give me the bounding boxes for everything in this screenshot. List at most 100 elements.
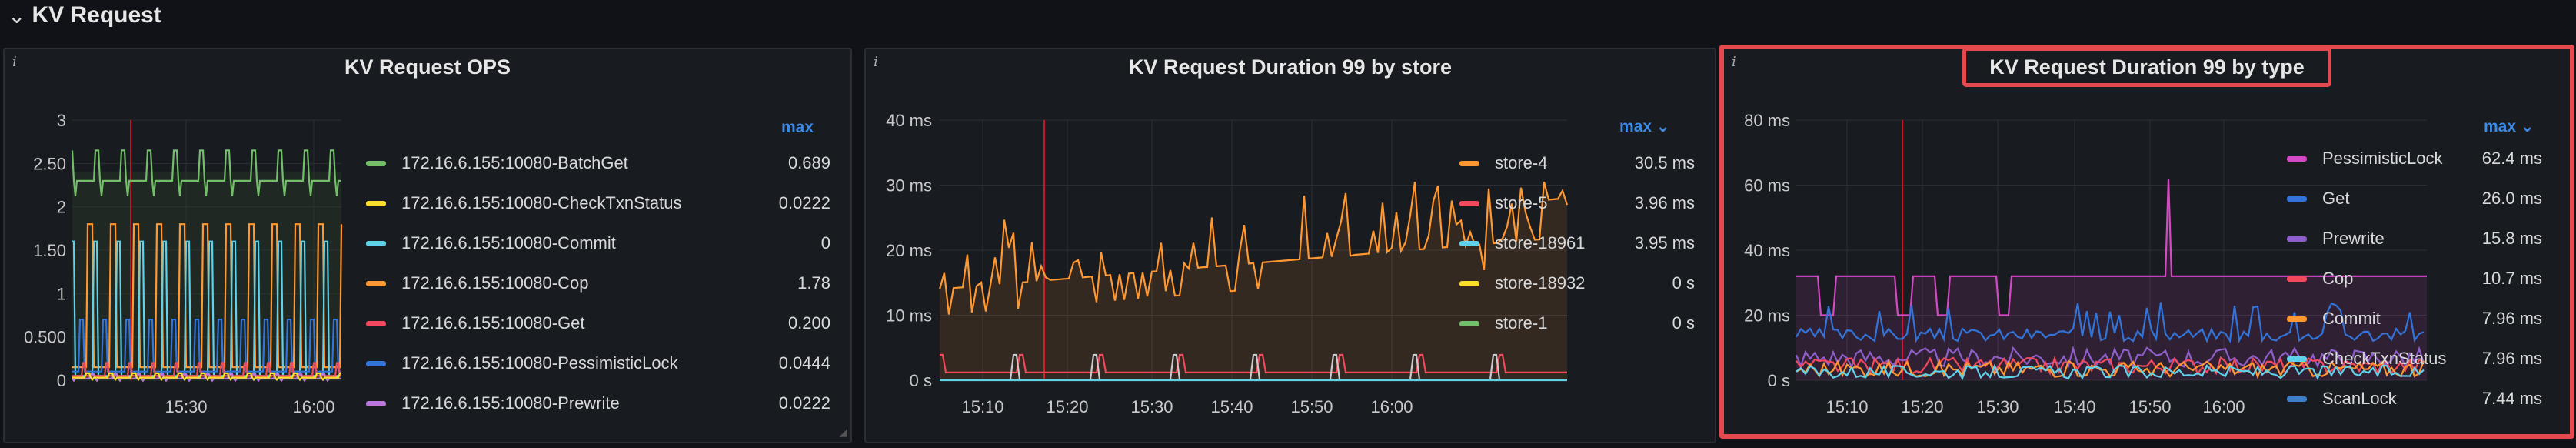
legend-item[interactable]: Cop: [2287, 259, 2353, 298]
legend-label: 172.16.6.155:10080-Get: [401, 313, 585, 333]
legend-item[interactable]: Prewrite: [2287, 219, 2385, 258]
legend-value: 10.7 ms: [2481, 269, 2542, 288]
x-tick-label: 15:30: [165, 397, 207, 416]
legend-label: CheckTxnStatus: [2322, 349, 2447, 368]
x-tick-label: 15:50: [1290, 397, 1333, 416]
row-header[interactable]: ⌄ KV Request: [0, 0, 161, 31]
legend-item[interactable]: 172.16.6.155:10080-Get: [366, 304, 585, 343]
legend-label: store-18932: [1495, 273, 1586, 293]
legend-sort-max[interactable]: max ⌄: [1619, 118, 1670, 135]
resize-handle[interactable]: ◢: [839, 426, 847, 438]
y-tick-label: 1.50: [33, 241, 66, 260]
legend-label: PessimisticLock: [2322, 149, 2443, 168]
legend-label: store-1: [1495, 313, 1548, 333]
info-icon[interactable]: i: [12, 54, 17, 70]
legend-value: 7.96 ms: [2481, 309, 2542, 328]
legend-label: 172.16.6.155:10080-Prewrite: [401, 393, 620, 413]
legend-item[interactable]: 172.16.6.155:10080-Cop: [366, 264, 588, 303]
x-tick-label: 15:40: [2053, 397, 2095, 416]
y-tick-label: 40 ms: [886, 111, 932, 130]
legend-item[interactable]: Commit: [2287, 299, 2381, 338]
legend-label: Cop: [2322, 269, 2354, 288]
legend-value: 0: [820, 233, 830, 252]
legend-swatch: [366, 280, 386, 286]
y-tick-label: 0 s: [1768, 371, 1790, 390]
legend-item[interactable]: 172.16.6.155:10080-BatchGet: [366, 144, 628, 182]
legend-item[interactable]: store-5: [1459, 184, 1547, 222]
pessimistic-line: [72, 319, 341, 373]
legend-value: 7.44 ms: [2481, 389, 2542, 408]
store-5-line: [940, 353, 1567, 373]
info-icon[interactable]: i: [874, 54, 878, 70]
prewrite-line: [72, 373, 341, 383]
panel-title[interactable]: KV Request OPS: [344, 55, 511, 79]
legend-sort-max[interactable]: max ⌄: [2484, 118, 2534, 135]
legend-swatch: [366, 320, 386, 326]
legend-swatch: [2287, 316, 2307, 322]
panel-title[interactable]: KV Request Duration 99 by store: [1128, 55, 1453, 79]
x-tick-label: 15:50: [2128, 397, 2171, 416]
legend-label: store-5: [1495, 193, 1548, 212]
legend-item[interactable]: ScanLock: [2287, 379, 2397, 418]
y-tick-label: 2: [57, 198, 66, 217]
y-tick-label: 1: [57, 284, 66, 303]
legend-swatch: [366, 400, 386, 406]
legend-value: 15.8 ms: [2481, 229, 2542, 248]
get-line: [1796, 302, 2425, 344]
store-duration-chart[interactable]: 40 ms 30 ms 20 ms 10 ms 0 s 15:10 15:20 15:30 15…: [866, 49, 1718, 445]
legend-item[interactable]: Get: [2287, 179, 2349, 218]
legend-item[interactable]: store-18932: [1459, 264, 1585, 303]
y-tick-label: 30 ms: [886, 176, 932, 196]
legend-label: 172.16.6.155:10080-PessimisticLock: [401, 353, 678, 373]
store-4-area: [940, 182, 1567, 381]
panel-kv-request-ops[interactable]: i KV Request OPS 3 2.50 2 1.50 1 0.500 0 15:30 1…: [3, 48, 852, 443]
legend-value: 0.689: [787, 153, 830, 172]
legend-swatch: [1459, 320, 1479, 326]
legend-value: 1.78: [797, 273, 830, 293]
type-duration-chart[interactable]: 80 ms 60 ms 40 ms 20 ms 0 s 15:10 15:20 15:30 15…: [1724, 49, 2570, 434]
row-title: KV Request: [32, 2, 161, 28]
legend-swatch: [2287, 155, 2307, 162]
legend-label: ScanLock: [2322, 389, 2397, 408]
legend-label: 172.16.6.155:10080-Cop: [401, 273, 589, 293]
panel-duration-by-type[interactable]: i KV Request Duration 99 by type 80 ms 60…: [1719, 45, 2574, 439]
x-tick-label: 16:00: [2202, 397, 2245, 416]
y-tick-label: 40 ms: [1744, 241, 1790, 260]
legend-value: 3.96 ms: [1634, 193, 1695, 212]
x-tick-label: 15:30: [1976, 397, 2019, 416]
checktxnstatus-line: [1796, 363, 2425, 381]
legend-sort-max[interactable]: max: [781, 119, 814, 136]
legend-item[interactable]: 172.16.6.155:10080-Prewrite: [366, 384, 620, 423]
legend-item[interactable]: 172.16.6.155:10080-Commit: [366, 224, 616, 262]
x-tick-label: 15:20: [1046, 397, 1088, 416]
legend-label: Commit: [2322, 309, 2381, 328]
legend-item[interactable]: 172.16.6.155:10080-CheckTxnStatus: [366, 184, 681, 222]
y-tick-label: 3: [57, 111, 66, 130]
legend-swatch: [1459, 200, 1479, 206]
legend-swatch: [366, 200, 386, 206]
legend-item[interactable]: CheckTxnStatus: [2287, 339, 2446, 378]
legend-label: store-18961: [1495, 233, 1586, 252]
legend-item[interactable]: store-1: [1459, 304, 1547, 343]
legend-value: 62.4 ms: [2481, 149, 2542, 168]
y-tick-label: 0.500: [24, 328, 66, 347]
legend-value: 0 s: [1672, 313, 1695, 333]
panel-duration-by-store[interactable]: i KV Request Duration 99 by store 40 ms 3…: [864, 48, 1716, 443]
legend-item[interactable]: store-18961: [1459, 224, 1585, 262]
legend-swatch: [2287, 356, 2307, 362]
checktxn-line: [72, 372, 341, 382]
legend-value: 7.96 ms: [2481, 349, 2542, 368]
legend-label: Prewrite: [2322, 229, 2385, 248]
ops-chart[interactable]: 3 2.50 2 1.50 1 0.500 0 15:30 16:00: [5, 49, 854, 445]
legend-item[interactable]: store-4: [1459, 144, 1547, 182]
legend-item[interactable]: PessimisticLock: [2287, 139, 2442, 178]
legend-swatch: [2287, 236, 2307, 242]
pessimisticlock-line: [1796, 179, 2427, 316]
chevron-down-icon[interactable]: ⌄: [8, 3, 26, 28]
legend-swatch: [2287, 276, 2307, 282]
panel-title[interactable]: KV Request Duration 99 by type: [1962, 47, 2331, 87]
legend-item[interactable]: 172.16.6.155:10080-PessimisticLock: [366, 344, 678, 383]
prewrite-line: [1795, 345, 2425, 369]
info-icon[interactable]: i: [1732, 54, 1736, 70]
batchget-line: [71, 149, 341, 196]
